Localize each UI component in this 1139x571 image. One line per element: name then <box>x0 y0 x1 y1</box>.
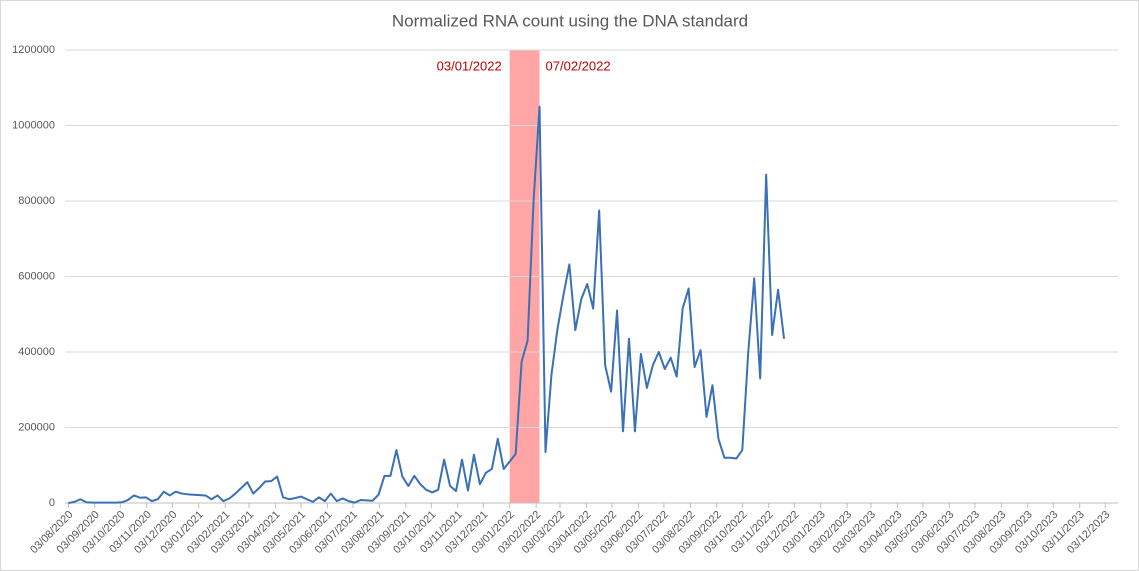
y-tick-label: 0 <box>49 497 55 509</box>
y-tick-label: 1000000 <box>12 119 55 131</box>
y-tick-label: 200000 <box>18 421 55 433</box>
highlight-end-label: 07/02/2022 <box>546 58 611 73</box>
y-tick-label: 600000 <box>18 270 55 282</box>
y-tick-label: 800000 <box>18 195 55 207</box>
highlight-start-label: 03/01/2022 <box>437 58 502 73</box>
y-tick-label: 1200000 <box>12 44 55 56</box>
chart-title: Normalized RNA count using the DNA stand… <box>392 11 748 30</box>
y-tick-label: 400000 <box>18 346 55 358</box>
data-line <box>68 105 786 504</box>
